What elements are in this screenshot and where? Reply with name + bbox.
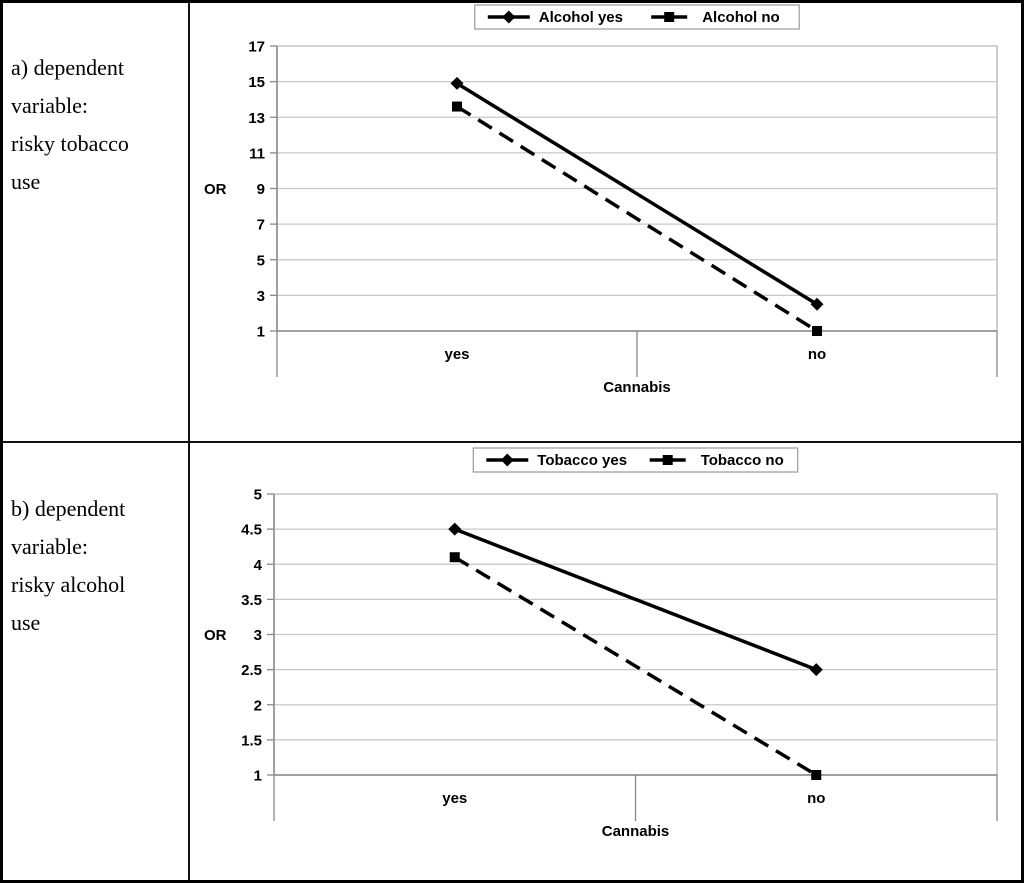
y-tick-label: 3 (257, 288, 265, 305)
y-tick-label: 2.5 (241, 662, 262, 679)
y-axis-title: OR (204, 627, 227, 644)
y-tick-label: 11 (249, 145, 265, 162)
legend-diamond-marker (500, 453, 514, 467)
y-tick-label: 3 (254, 627, 262, 644)
legend-diamond-marker (502, 10, 516, 24)
y-tick-label: 1.5 (241, 732, 262, 749)
table-horizontal-divider (3, 441, 1021, 443)
y-tick-label: 1 (254, 768, 262, 785)
y-tick-label: 7 (257, 217, 265, 234)
y-tick-label: 4 (254, 557, 263, 574)
x-category-label: no (808, 346, 826, 363)
legend-label: Tobacco yes (537, 452, 627, 469)
square-marker (452, 101, 462, 112)
diamond-marker (809, 663, 823, 677)
series-line-square (453, 555, 818, 777)
x-axis-title: Cannabis (603, 379, 671, 396)
series-line-square (456, 105, 818, 333)
y-tick-label: 9 (257, 181, 265, 198)
y-tick-label: 15 (248, 74, 265, 91)
y-tick-label: 3.5 (241, 592, 262, 609)
square-marker (449, 552, 460, 563)
x-category-label: yes (444, 346, 469, 363)
y-tick-label: 5 (257, 252, 265, 269)
legend-label: Tobacco no (701, 452, 784, 469)
diamond-marker (450, 76, 464, 90)
x-axis-title: Cannabis (602, 823, 670, 840)
square-marker (811, 770, 822, 780)
y-tick-label: 17 (248, 39, 265, 56)
diamond-marker (448, 522, 462, 536)
panel-a-label: a) dependent variable: risky tobacco use (11, 55, 129, 194)
series-line-diamond (456, 81, 818, 306)
square-marker (812, 326, 822, 336)
y-tick-label: 2 (254, 697, 262, 714)
legend-label: Alcohol no (702, 9, 780, 26)
y-tick-label: 5 (254, 487, 262, 504)
legend-label: Alcohol yes (539, 9, 623, 26)
y-tick-label: 1 (257, 324, 265, 341)
chart-b-risky-alcohol-use: 1 1.5 2 2.5 3 3.5 4 4.5 5 OR yes no Cannabis Tobacco … (204, 447, 998, 840)
diamond-marker (810, 297, 824, 311)
x-category-label: yes (442, 790, 467, 807)
y-axis-title: OR (204, 181, 227, 198)
y-tick-label: 13 (248, 110, 265, 127)
y-tick-label: 4.5 (241, 522, 262, 539)
legend-square-marker (662, 455, 673, 465)
legend-square-marker (664, 12, 675, 22)
series-line-diamond (454, 527, 817, 672)
x-category-label: no (807, 790, 825, 807)
panel-b-label: b) dependent variable: risky alcohol use (11, 496, 126, 635)
